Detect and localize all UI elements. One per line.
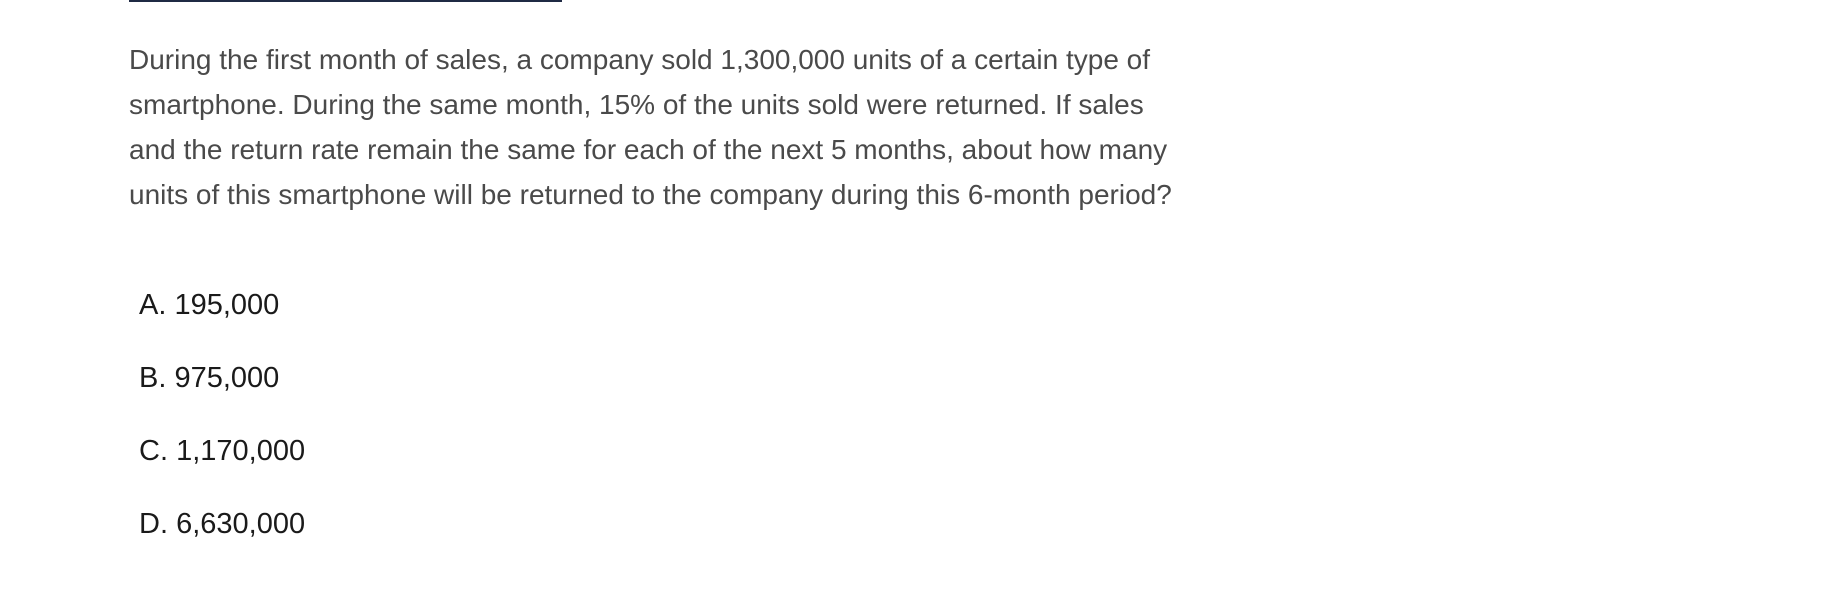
choice-c[interactable]: C. 1,170,000 bbox=[139, 428, 305, 501]
choice-a[interactable]: A. 195,000 bbox=[139, 282, 305, 355]
choice-label: A. bbox=[139, 289, 166, 321]
choice-label: B. bbox=[139, 362, 166, 394]
choice-label: D. bbox=[139, 508, 168, 540]
choice-value: 1,170,000 bbox=[176, 435, 305, 467]
choice-value: 6,630,000 bbox=[176, 508, 305, 540]
choice-d[interactable]: D. 6,630,000 bbox=[139, 501, 305, 574]
top-divider bbox=[129, 0, 562, 2]
choice-value: 195,000 bbox=[174, 289, 279, 321]
choice-label: C. bbox=[139, 435, 168, 467]
answer-choices: A. 195,000 B. 975,000 C. 1,170,000 D. 6,… bbox=[139, 282, 305, 574]
question-text: During the first month of sales, a compa… bbox=[129, 37, 1189, 217]
choice-b[interactable]: B. 975,000 bbox=[139, 355, 305, 428]
choice-value: 975,000 bbox=[174, 362, 279, 394]
